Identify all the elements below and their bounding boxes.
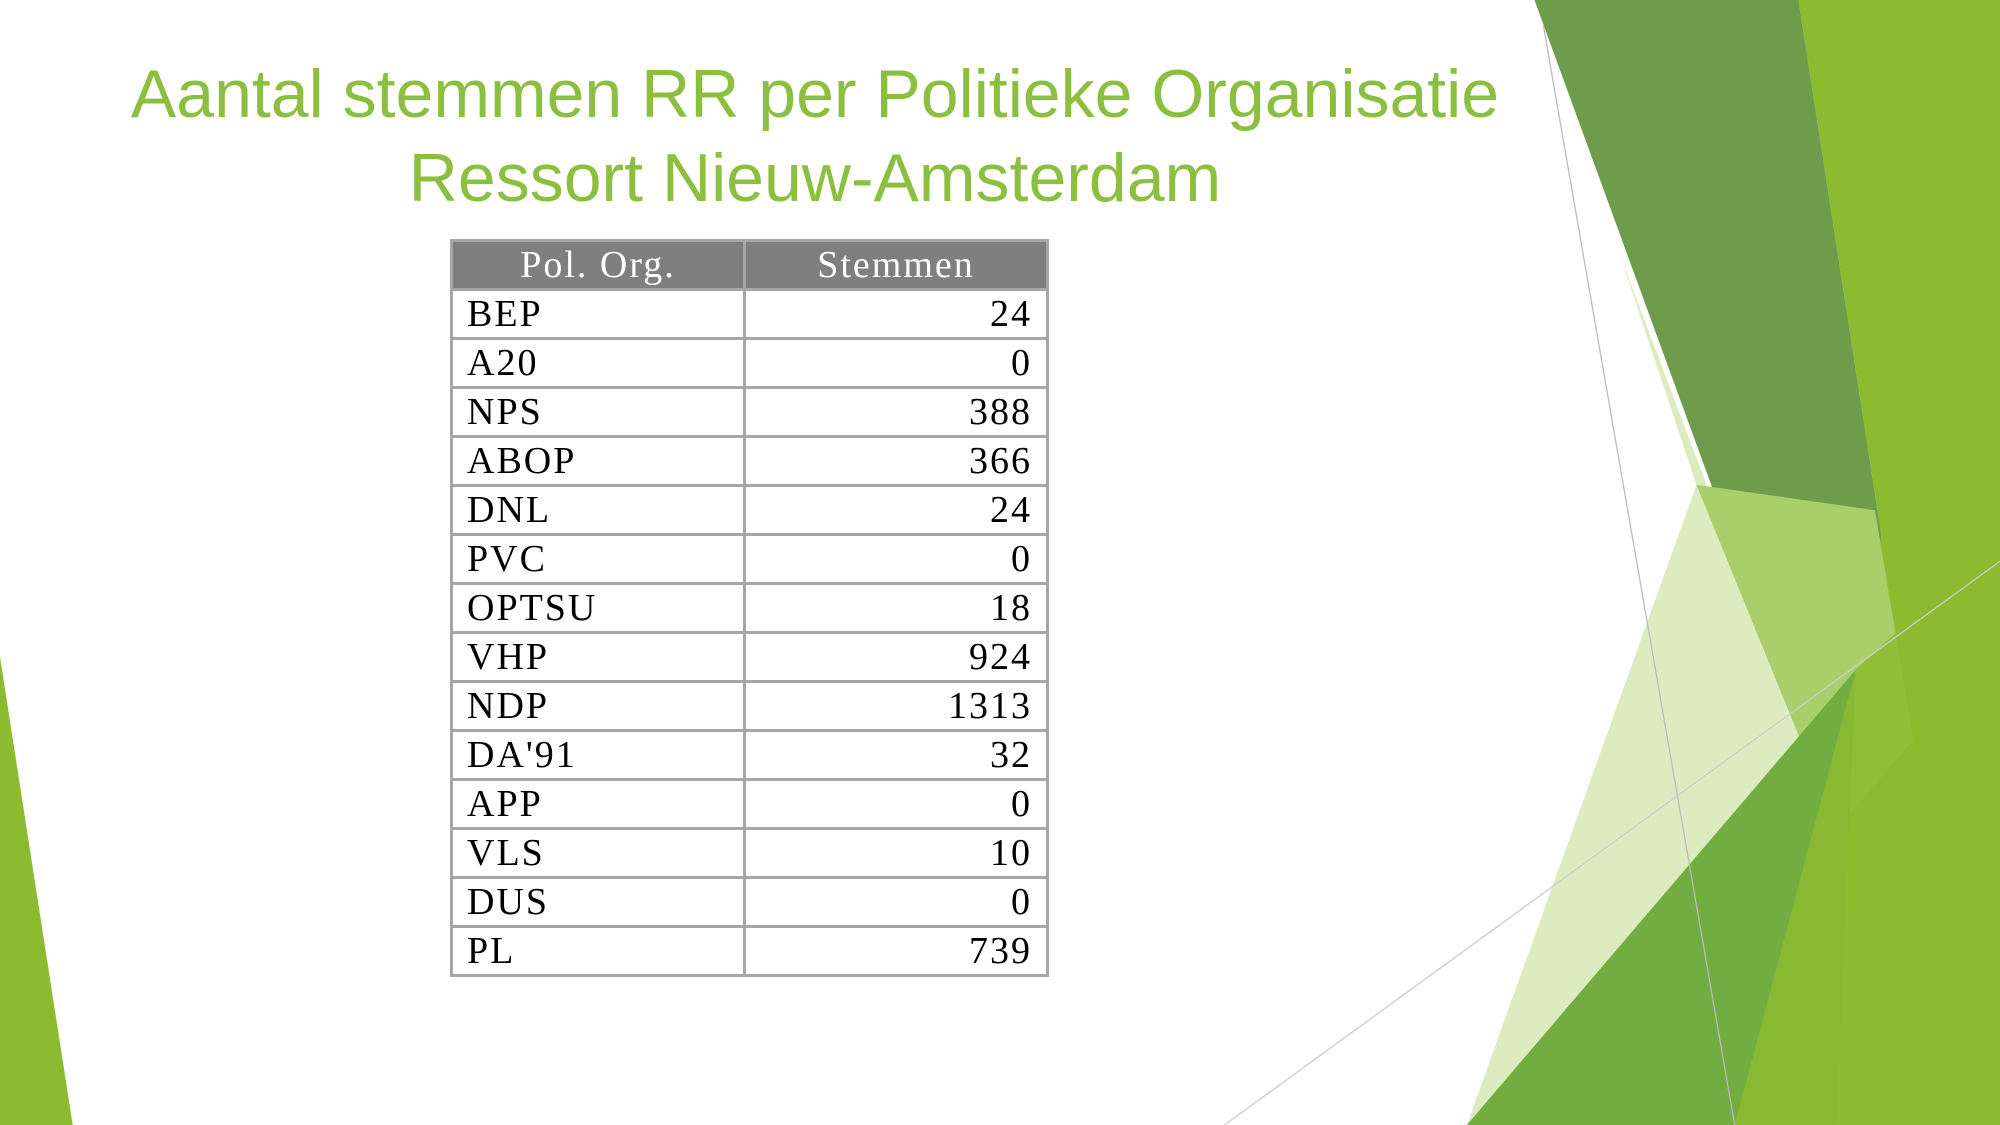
- votes-cell: 10: [743, 827, 1049, 879]
- header-cell: Pol. Org.: [450, 239, 746, 291]
- table-row: OPTSU 18: [450, 582, 1049, 634]
- vote-table: Pol. Org. Stemmen BEP 24 A20 0 NPS 388 ABOP 366…: [450, 239, 1049, 977]
- party-cell: A20: [450, 337, 746, 389]
- table-row: NPS 388: [450, 386, 1049, 438]
- party-cell: DNL: [450, 484, 746, 536]
- party-cell: APP: [450, 778, 746, 830]
- decor-line: [1542, 25, 1736, 1125]
- party-cell: PVC: [450, 533, 746, 585]
- header-cell: Stemmen: [743, 239, 1049, 291]
- votes-cell: 0: [743, 778, 1049, 830]
- votes-cell: 924: [743, 631, 1049, 683]
- table-row: PL 739: [450, 925, 1049, 977]
- party-cell: ABOP: [450, 435, 746, 487]
- party-cell: NDP: [450, 680, 746, 732]
- votes-cell: 366: [743, 435, 1049, 487]
- table-row: DNL 24: [450, 484, 1049, 536]
- votes-cell: 1313: [743, 680, 1049, 732]
- party-cell: OPTSU: [450, 582, 746, 634]
- votes-cell: 24: [743, 288, 1049, 340]
- table-row: ABOP 366: [450, 435, 1049, 487]
- votes-cell: 32: [743, 729, 1049, 781]
- table-row: VHP 924: [450, 631, 1049, 683]
- party-cell: DA'91: [450, 729, 746, 781]
- party-cell: DUS: [450, 876, 746, 928]
- party-cell: VHP: [450, 631, 746, 683]
- table-row: A20 0: [450, 337, 1049, 389]
- votes-cell: 0: [743, 876, 1049, 928]
- table-row: BEP 24: [450, 288, 1049, 340]
- votes-cell: 0: [743, 533, 1049, 585]
- shape: [0, 656, 73, 1125]
- votes-cell: 739: [743, 925, 1049, 977]
- decor-line: [1224, 560, 2000, 1125]
- votes-cell: 388: [743, 386, 1049, 438]
- table-row: NDP 1313: [450, 680, 1049, 732]
- shape: [1466, 669, 1856, 1125]
- table-row: APP 0: [450, 778, 1049, 830]
- votes-cell: 24: [743, 484, 1049, 536]
- table-row: DA'91 32: [450, 729, 1049, 781]
- header-row: Pol. Org. Stemmen: [450, 239, 1049, 291]
- shape: [1734, 535, 2000, 1125]
- table-row: VLS 10: [450, 827, 1049, 879]
- votes-cell: 0: [743, 337, 1049, 389]
- party-cell: BEP: [450, 288, 746, 340]
- votes-cell: 18: [743, 582, 1049, 634]
- slide-title: Aantal stemmen RR per Politieke Organisa…: [130, 56, 1500, 216]
- party-cell: VLS: [450, 827, 746, 879]
- party-cell: PL: [450, 925, 746, 977]
- party-cell: NPS: [450, 386, 746, 438]
- table-row: PVC 0: [450, 533, 1049, 585]
- table-row: DUS 0: [450, 876, 1049, 928]
- table-body: BEP 24 A20 0 NPS 388 ABOP 366 DNL 24 PVC 0 OPTSU 18 VH…: [450, 288, 1049, 977]
